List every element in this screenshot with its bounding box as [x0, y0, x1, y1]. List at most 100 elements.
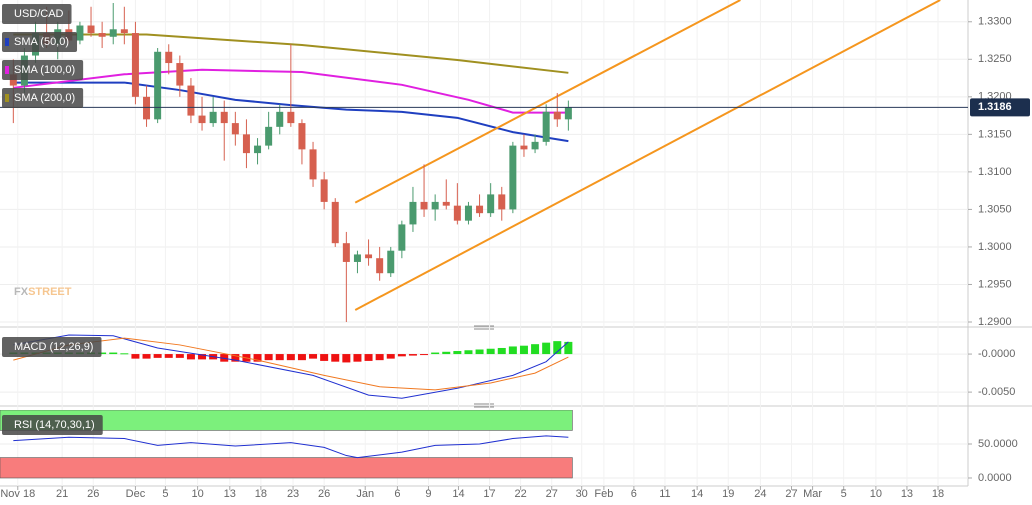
histogram-bar — [364, 354, 373, 361]
y-tick-label: 50.0000 — [978, 438, 1018, 450]
channel-line — [354, 0, 941, 311]
candle-body — [553, 111, 561, 120]
histogram-bar — [442, 351, 451, 355]
indicator-line — [13, 435, 569, 459]
histogram-bar — [486, 348, 495, 355]
histogram-bar — [375, 354, 384, 361]
histogram-bar — [564, 341, 573, 355]
histogram-bar — [286, 354, 295, 361]
legend-item: SMA (50,0) — [2, 32, 78, 52]
candle-body — [131, 33, 139, 97]
x-tick-label: 26 — [87, 488, 99, 500]
candle-body — [365, 254, 373, 259]
indicator-line — [13, 334, 569, 399]
y-tick-label: 1.2900 — [978, 316, 1012, 328]
histogram-bar — [186, 354, 195, 360]
legend-swatch — [5, 66, 9, 74]
y-tick-label: 0.0000 — [978, 472, 1012, 484]
rsi-panel — [0, 410, 573, 479]
panel-grip — [474, 325, 494, 408]
candle-body — [509, 145, 517, 210]
x-tick-label: 26 — [318, 488, 330, 500]
histogram-bar — [297, 354, 306, 361]
legend-label: MACD (12,26,9) — [14, 341, 93, 353]
candle-body — [242, 134, 250, 154]
legend-label: SMA (50,0) — [14, 36, 69, 48]
channel-line — [354, 0, 741, 204]
legend-box — [2, 337, 102, 357]
x-tick-label: Feb — [594, 488, 613, 500]
watermark-part: STREET — [28, 286, 72, 298]
candle-body — [176, 63, 184, 86]
histogram-bar — [464, 350, 473, 355]
candle-body — [398, 224, 406, 251]
candle-body — [376, 258, 384, 274]
histogram-bar — [519, 345, 528, 355]
candle-body — [464, 205, 472, 221]
legend-item: SMA (100,0) — [2, 60, 84, 80]
histogram-bar — [475, 349, 484, 355]
current-price-box — [970, 98, 1030, 117]
x-tick-label: Nov 18 — [0, 488, 35, 500]
x-tick-label: 18 — [932, 488, 944, 500]
legend-swatch — [5, 94, 9, 102]
y-tick-label: -0.0000 — [978, 348, 1015, 360]
candle-body — [198, 115, 206, 124]
histogram-bar — [553, 341, 562, 355]
histogram-bar — [120, 353, 129, 355]
current-price-label: 1.3186 — [978, 101, 1012, 113]
histogram-bar — [164, 354, 173, 358]
x-tick-label: 9 — [425, 488, 431, 500]
y-tick-label: 1.3050 — [978, 203, 1012, 215]
candle-body — [564, 107, 572, 120]
candle-body — [520, 145, 528, 150]
y-tick-label: 1.3300 — [978, 16, 1012, 28]
x-tick-label: 18 — [255, 488, 267, 500]
x-tick-label: 5 — [841, 488, 847, 500]
histogram-bar — [508, 346, 517, 355]
candle-body — [154, 51, 162, 120]
candle-body — [409, 201, 417, 225]
candle-body — [120, 29, 128, 34]
histogram-bar — [342, 354, 351, 363]
legend-label: SMA (200,0) — [14, 92, 75, 104]
legend-item: USD/CAD — [2, 4, 72, 24]
x-tick-label: 21 — [56, 488, 68, 500]
x-tick-label: 30 — [576, 488, 588, 500]
histogram-bar — [420, 354, 429, 356]
histogram-bar — [497, 347, 506, 355]
watermark-part: FX — [14, 286, 29, 298]
histogram-bar — [309, 354, 318, 359]
histogram-bar — [431, 352, 440, 355]
candle-body — [442, 201, 450, 206]
y-tick-label: 1.3000 — [978, 241, 1012, 253]
histogram-bar — [397, 354, 406, 357]
candle-body — [498, 194, 506, 210]
legend-label: SMA (100,0) — [14, 64, 75, 76]
legend-box — [2, 88, 84, 108]
candle-body — [487, 194, 495, 214]
candle-body — [98, 33, 106, 37]
x-tick-label: 27 — [785, 488, 797, 500]
candle-body — [165, 51, 173, 64]
histogram-bar — [175, 354, 184, 358]
candle-body — [276, 111, 284, 127]
candle-body — [265, 126, 273, 146]
x-tick-label: 17 — [483, 488, 495, 500]
histogram-bar — [264, 354, 273, 361]
legend-item: SMA (200,0) — [2, 88, 84, 108]
legend-box — [2, 415, 103, 435]
legend-item: RSI (14,70,30,1) — [2, 415, 103, 435]
x-tick-label: 14 — [452, 488, 464, 500]
histogram-bar — [331, 354, 340, 362]
y-tick-label: -0.0050 — [978, 386, 1015, 398]
histogram-bar — [98, 352, 107, 355]
histogram-bar — [531, 344, 540, 355]
legend-box — [2, 32, 78, 52]
candle-body — [431, 201, 439, 210]
candle-body — [209, 111, 217, 124]
candle-body — [309, 149, 317, 180]
x-tick-label: 13 — [901, 488, 913, 500]
candle-body — [542, 111, 550, 142]
